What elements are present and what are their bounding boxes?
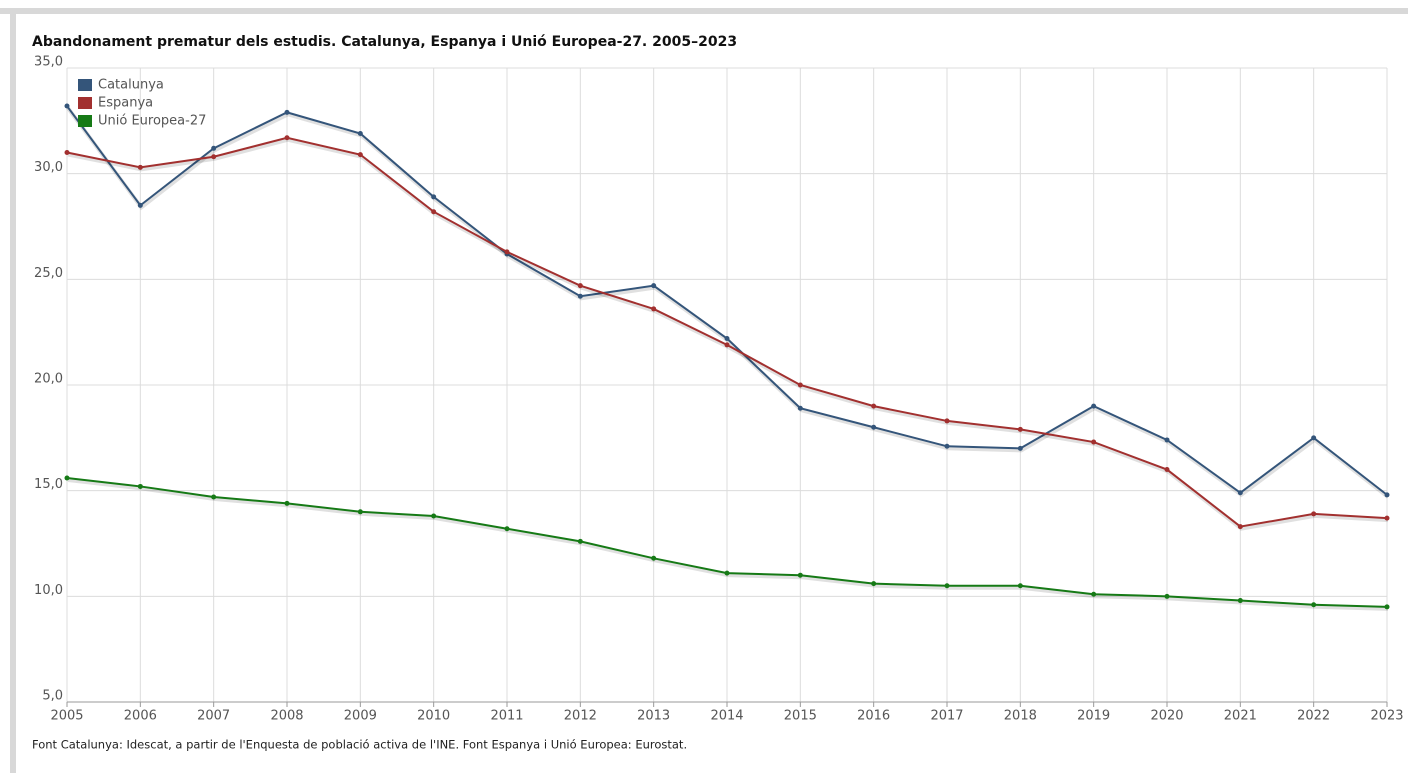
series-shadow: [67, 137, 1389, 531]
legend-swatch: [78, 115, 92, 127]
left-border: [10, 8, 16, 773]
x-tick-label: 2009: [344, 709, 377, 724]
point: [284, 500, 290, 506]
point: [577, 283, 583, 289]
point: [64, 475, 70, 481]
point: [1017, 426, 1023, 432]
point: [1091, 403, 1097, 409]
point: [357, 152, 363, 158]
point: [1384, 492, 1390, 498]
x-tick-label: 2014: [710, 709, 743, 724]
series-shadow: [67, 478, 1389, 611]
point: [137, 202, 143, 208]
x-tick-label: 2011: [490, 709, 523, 724]
point: [651, 555, 657, 561]
point: [1384, 515, 1390, 521]
x-tick-label: 2015: [784, 709, 817, 724]
point: [211, 145, 217, 151]
source-note: Font Catalunya: Idescat, a partir de l'E…: [32, 738, 687, 752]
point: [871, 424, 877, 430]
point: [64, 150, 70, 156]
point: [211, 494, 217, 500]
point: [1164, 437, 1170, 443]
point: [1091, 439, 1097, 445]
y-tick-label: 5,0: [42, 689, 63, 704]
x-tick-label: 2020: [1150, 709, 1183, 724]
x-tick-label: 2022: [1297, 709, 1330, 724]
y-tick-label: 25,0: [34, 266, 63, 281]
series-shadow: [66, 106, 1390, 499]
point: [137, 483, 143, 489]
point: [1237, 524, 1243, 530]
x-tick-label: 2010: [417, 709, 450, 724]
top-border: [0, 8, 1408, 14]
point: [1017, 583, 1023, 589]
x-tick-label: 2008: [270, 709, 303, 724]
point: [1311, 511, 1317, 517]
point: [64, 103, 70, 109]
y-tick-label: 15,0: [34, 477, 63, 492]
point: [797, 382, 803, 388]
point: [431, 209, 437, 215]
legend-label: Unió Europea-27: [98, 114, 206, 129]
x-tick-label: 2006: [124, 709, 157, 724]
y-tick-label: 20,0: [34, 372, 63, 387]
point: [871, 581, 877, 587]
point: [797, 405, 803, 411]
point: [211, 154, 217, 160]
point: [1384, 604, 1390, 610]
y-tick-label: 35,0: [34, 55, 63, 70]
point: [1311, 435, 1317, 441]
point: [651, 306, 657, 312]
point: [797, 572, 803, 578]
x-tick-label: 2023: [1370, 709, 1403, 724]
point: [724, 342, 730, 348]
legend-label: Espanya: [98, 96, 153, 111]
x-tick-label: 2005: [50, 709, 83, 724]
point: [1164, 467, 1170, 473]
point: [724, 570, 730, 576]
point: [504, 249, 510, 255]
point: [1237, 598, 1243, 604]
point: [357, 509, 363, 515]
point: [1311, 602, 1317, 608]
x-tick-label: 2021: [1224, 709, 1257, 724]
point: [1091, 591, 1097, 597]
point: [944, 418, 950, 424]
point: [944, 443, 950, 449]
point: [871, 403, 877, 409]
x-tick-label: 2016: [857, 709, 890, 724]
point: [284, 109, 290, 115]
x-tick-label: 2019: [1077, 709, 1110, 724]
point: [137, 164, 143, 170]
y-tick-label: 10,0: [34, 583, 63, 598]
x-tick-label: 2013: [637, 709, 670, 724]
point: [651, 283, 657, 289]
legend-label: Catalunya: [98, 78, 164, 93]
point: [1164, 593, 1170, 599]
legend-swatch: [78, 97, 92, 109]
x-tick-label: 2018: [1004, 709, 1037, 724]
point: [504, 526, 510, 532]
chart-title: Abandonament prematur dels estudis. Cata…: [32, 34, 737, 50]
point: [1017, 445, 1023, 451]
point: [1237, 490, 1243, 496]
x-tick-label: 2007: [197, 709, 230, 724]
legend-swatch: [78, 79, 92, 91]
point: [431, 194, 437, 200]
point: [724, 336, 730, 342]
point: [431, 513, 437, 519]
x-tick-label: 2017: [930, 709, 963, 724]
point: [944, 583, 950, 589]
point: [357, 131, 363, 137]
y-tick-label: 30,0: [34, 160, 63, 175]
x-tick-label: 2012: [564, 709, 597, 724]
point: [577, 538, 583, 544]
point: [284, 135, 290, 141]
point: [577, 293, 583, 299]
